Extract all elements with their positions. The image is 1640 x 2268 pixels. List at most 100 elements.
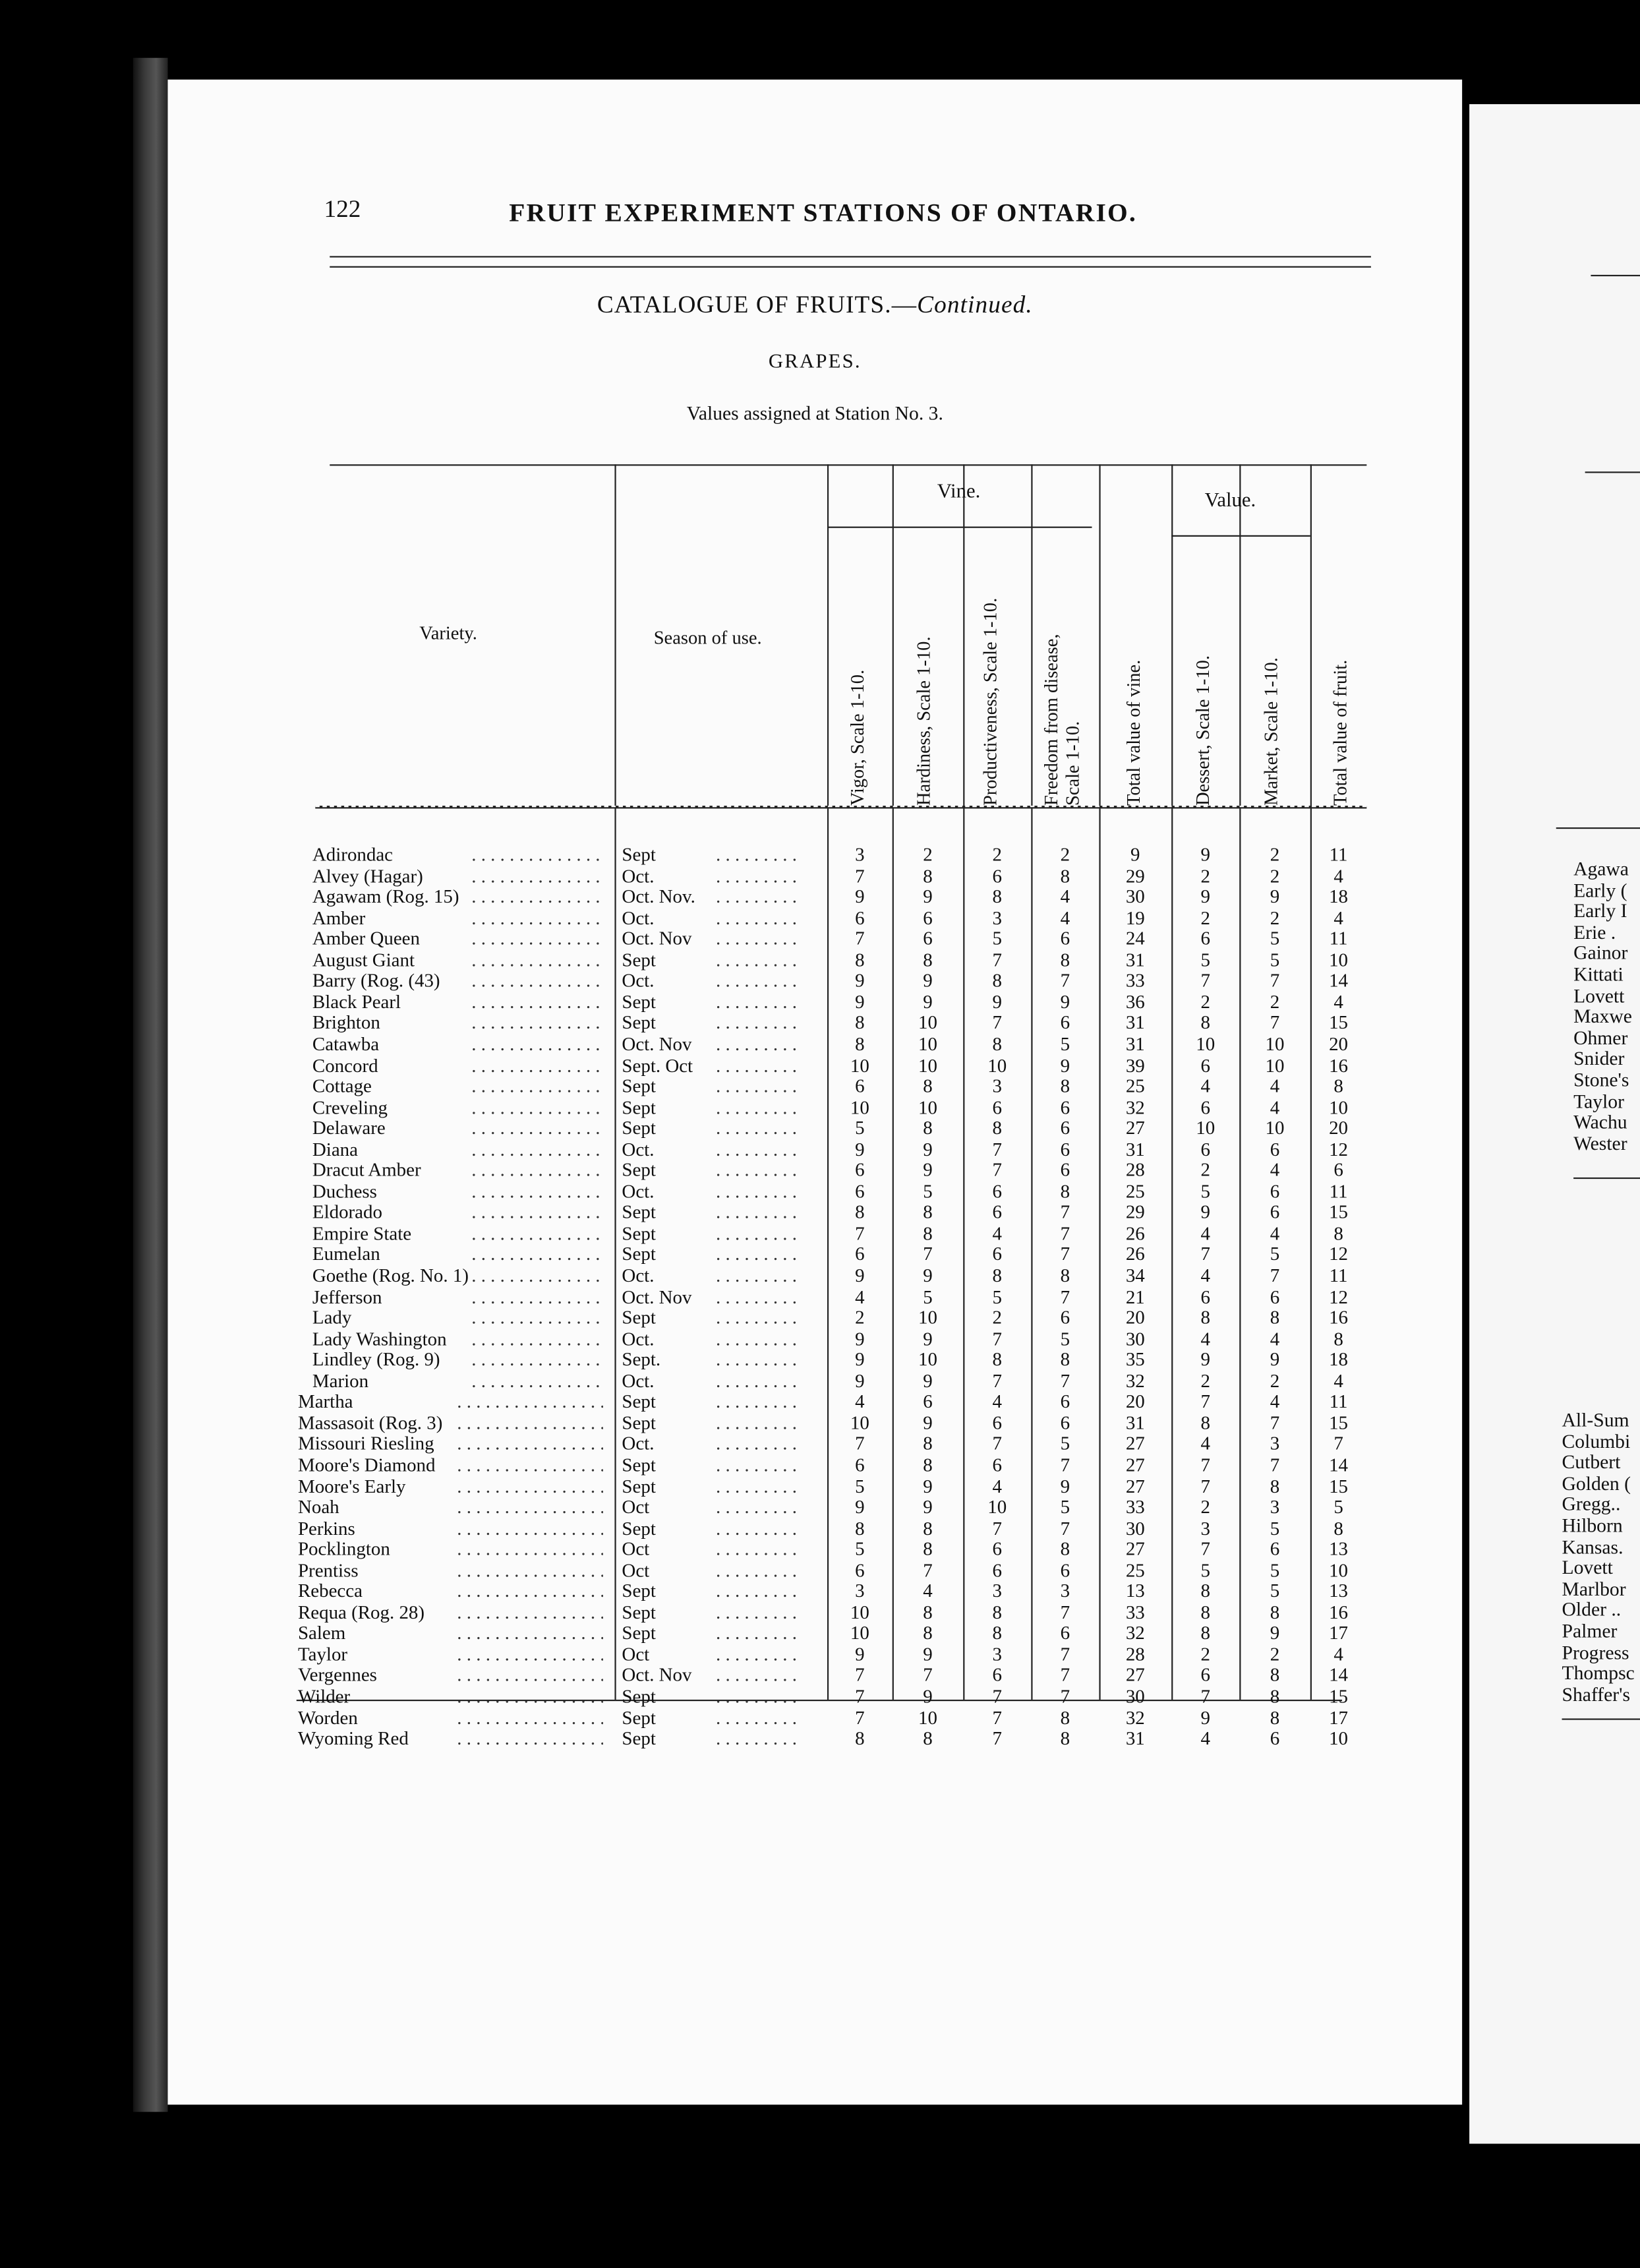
facing-list-item: Gregg.. [1562,1493,1621,1515]
season: Sept [622,948,656,970]
leader-dots: . . . . . . . . . . . [716,969,803,992]
season: Sept [622,1412,656,1433]
facing-list-2: All-Sum Columbi Cutbert Golden (Gregg.. Hilb… [1562,1410,1635,1706]
score-cell: 10 [918,1054,937,1076]
season: Oct. [622,1327,655,1350]
leader-dots: . . . . . . . . . . . [716,1580,803,1602]
score-cell: 7 [1270,969,1280,992]
subtitle: Values assigned at Station No. 3. [686,402,943,424]
score-cell: 4 [1333,1643,1343,1665]
score-cell: 18 [1329,1348,1349,1371]
leader-dots: . . . . . . . . . . . . . . . . . . . . [457,1685,603,1707]
score-cell: 3 [1060,1580,1070,1602]
season: Oct. [622,864,655,886]
score-cell: 27 [1125,1474,1145,1497]
column-header-rotated: Total value of fruit. [1329,659,1351,806]
score-cell: 7 [1270,1264,1280,1286]
leader-dots: . . . . . . . . . . . . . . . . . . . . [471,1137,603,1160]
score-cell: 7 [1060,1285,1070,1307]
score-cell: 25 [1125,1559,1145,1581]
score-cell: 33 [1125,969,1145,992]
column-header-rotated: Market, Scale 1-10. [1259,657,1281,806]
score-cell: 8 [992,1264,1002,1286]
score-cell: 8 [923,1516,933,1539]
variety-name: Dracut Amber [312,1158,421,1181]
score-cell: 7 [992,1137,1002,1160]
leader-dots: . . . . . . . . . . . . . . . . . . . . [457,1432,603,1454]
score-cell: 8 [923,1622,933,1644]
variety-name: Eumelan [312,1243,380,1265]
leader-dots: . . . . . . . . . . . [716,1327,803,1350]
table-row: Lindley (Rog. 9) . . . . . . . . . . . . … [168,1348,1368,1370]
leader-dots: . . . . . . . . . . . [716,1495,803,1518]
leader-dots: . . . . . . . . . . . [716,1664,803,1686]
season: Sept. [622,1348,661,1371]
score-cell: 10 [1329,1559,1349,1581]
leader-dots: . . . . . . . . . . . [716,1222,803,1244]
score-cell: 27 [1125,1453,1145,1476]
score-cell: 7 [1200,1474,1210,1497]
score-cell: 39 [1125,1054,1145,1076]
score-cell: 8 [1270,1474,1280,1497]
score-cell: 9 [1200,1706,1210,1728]
table-top-rule [330,464,1367,467]
leader-dots: . . . . . . . . . . . . . . . . . . . . [471,885,603,907]
leader-dots: . . . . . . . . . . . [716,885,803,907]
leader-dots: . . . . . . . . . . . [716,1601,803,1623]
score-cell: 33 [1125,1601,1145,1623]
score-cell: 8 [923,864,933,886]
leader-dots: . . . . . . . . . . . [716,1243,803,1265]
score-cell: 2 [1270,990,1280,1013]
score-cell: 6 [855,1075,865,1097]
leader-dots: . . . . . . . . . . . . . . . . . . . . [471,906,603,928]
table-row: Agawam (Rog. 15) . . . . . . . . . . . . … [168,885,1368,907]
score-cell: 7 [923,1664,933,1686]
score-cell: 3 [992,1643,1002,1665]
facing-list-1: Agawa Early (Early I Erie . Gainor Kittati Lo… [1573,858,1632,1154]
score-cell: 6 [1060,1306,1070,1328]
leader-dots: . . . . . . . . . . . [716,1432,803,1454]
score-cell: 8 [1270,1685,1280,1707]
leader-dots: . . . . . . . . . . . . . . . . . . . . [457,1474,603,1497]
season: Sept [622,1243,656,1265]
score-cell: 4 [1200,1327,1210,1350]
leader-dots: . . . . . . . . . . . . . . . . . . . . [471,1011,603,1034]
score-cell: 8 [855,1011,865,1034]
score-cell: 16 [1329,1601,1349,1623]
score-cell: 9 [1270,1348,1280,1371]
column-divider [963,464,965,1700]
score-cell: 10 [850,1096,869,1118]
season: Oct. Nov [622,1664,692,1686]
leader-dots: . . . . . . . . . . . . . . . . . . . . [457,1664,603,1686]
leader-dots: . . . . . . . . . . . . . . . . . . . . [457,1495,603,1518]
score-cell: 7 [1200,1685,1210,1707]
score-cell: 8 [1270,1664,1280,1686]
score-cell: 20 [1329,1117,1349,1139]
table-row: Eldorado . . . . . . . . . . . . . . . . … [168,1201,1368,1223]
score-cell: 4 [855,1390,865,1412]
score-cell: 8 [923,1453,933,1476]
score-cell: 28 [1125,1158,1145,1181]
header-bottom-rule [315,806,1367,809]
score-cell: 2 [1270,1643,1280,1665]
leader-dots: . . . . . . . . . . . . . . . . . . . . [457,1537,603,1560]
score-cell: 6 [1060,1011,1070,1034]
facing-list-item: Snider [1573,1048,1625,1070]
score-cell: 9 [1130,843,1140,866]
leader-dots: . . . . . . . . . . . [716,906,803,928]
score-cell: 8 [1060,1075,1070,1097]
score-cell: 4 [1270,1075,1280,1097]
leader-dots: . . . . . . . . . . . . . . . . . . . . [471,1032,603,1055]
season: Sept [622,1706,656,1728]
score-cell: 4 [992,1222,1002,1244]
season: Oct. [622,1137,655,1160]
score-cell: 7 [1060,969,1070,992]
season: Sept [622,1580,656,1602]
leader-dots: . . . . . . . . . . . . . . . . . . . . [471,1222,603,1244]
table-row: Wyoming Red . . . . . . . . . . . . . . .… [168,1727,1368,1749]
table-row: Moore's Early . . . . . . . . . . . . . .… [168,1475,1368,1497]
column-divider [614,464,617,1700]
variety-name: Moore's Early [297,1474,406,1497]
season: Sept [622,1306,656,1328]
header-rule [330,256,1371,258]
